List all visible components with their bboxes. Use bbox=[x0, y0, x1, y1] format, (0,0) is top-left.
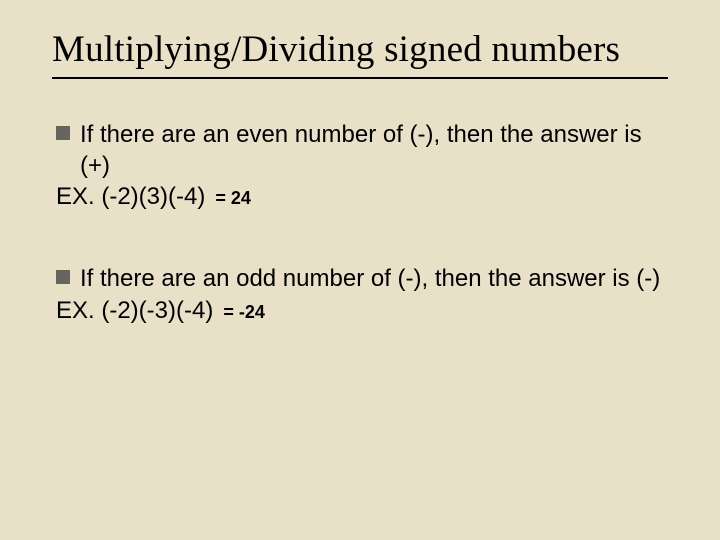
example-label: EX. (-2)(3)(-4) bbox=[56, 183, 205, 211]
bullet-block-1: If there are an even number of (-), then… bbox=[56, 119, 668, 211]
example-result: = -24 bbox=[223, 302, 265, 323]
bullet-text: If there are an odd number of (-), then … bbox=[80, 263, 660, 294]
slide: Multiplying/Dividing signed numbers If t… bbox=[0, 0, 720, 540]
example-line: EX. (-2)(-3)(-4) = -24 bbox=[56, 297, 668, 325]
bullet-row: If there are an odd number of (-), then … bbox=[56, 263, 668, 294]
bullet-row: If there are an even number of (-), then… bbox=[56, 119, 668, 181]
bullet-text: If there are an even number of (-), then… bbox=[80, 119, 668, 181]
slide-title: Multiplying/Dividing signed numbers bbox=[52, 28, 668, 71]
bullet-marker-icon bbox=[56, 270, 70, 284]
block-spacer bbox=[56, 221, 668, 263]
example-line: EX. (-2)(3)(-4) = 24 bbox=[56, 183, 668, 211]
bullet-block-2: If there are an odd number of (-), then … bbox=[56, 263, 668, 324]
bullet-marker-icon bbox=[56, 126, 70, 140]
example-label: EX. (-2)(-3)(-4) bbox=[56, 297, 213, 325]
title-underline bbox=[52, 77, 668, 79]
slide-body: If there are an even number of (-), then… bbox=[52, 119, 668, 325]
example-result: = 24 bbox=[215, 188, 251, 209]
